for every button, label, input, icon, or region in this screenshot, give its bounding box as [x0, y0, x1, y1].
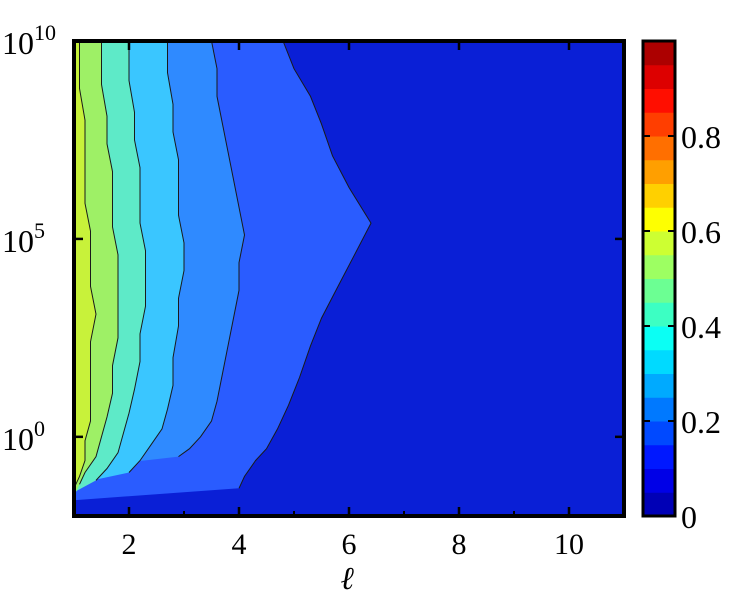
plot-area — [72, 39, 626, 518]
colorbar-band — [643, 64, 675, 89]
y-tick-label: 105 — [2, 218, 45, 259]
x-tick-label: 4 — [232, 528, 247, 561]
colorbar-tick-label: 0.6 — [681, 214, 721, 250]
y-tick-label: 1010 — [2, 20, 56, 61]
contour-line-0.5 — [79, 41, 119, 485]
colorbar-band — [643, 397, 675, 422]
colorbar-band — [643, 302, 675, 327]
x-tick-label: 10 — [554, 528, 584, 561]
y-axis: 100 105 1010 — [2, 20, 624, 457]
colorbar-band — [643, 159, 675, 184]
colorbar-band — [643, 136, 675, 161]
x-tick-label: 2 — [122, 528, 137, 561]
colorbar-tick-label: 0 — [681, 499, 697, 535]
contour-line-0.3 — [128, 41, 185, 473]
contour-line-0.4 — [95, 41, 146, 481]
x-tick-label: 8 — [452, 528, 467, 561]
colorbar-band — [643, 183, 675, 208]
contour-line-0.1 — [238, 41, 372, 489]
colorbar-band — [643, 112, 675, 137]
colorbar: 0 0.2 0.4 0.6 0.8 — [641, 39, 721, 535]
colorbar-ticks: 0 0.2 0.4 0.6 0.8 — [643, 119, 721, 535]
colorbar-band — [643, 326, 675, 351]
contour-lines — [74, 41, 372, 489]
colorbar-frame — [641, 39, 677, 518]
colorbar-band — [643, 41, 675, 66]
colorbar-band — [643, 492, 675, 517]
contour-line-0.55 — [74, 41, 97, 489]
contour-fills — [74, 41, 371, 501]
colorbar-tick-label: 0.2 — [681, 404, 721, 440]
colorbar-band — [643, 421, 675, 446]
colorbar-band — [643, 444, 675, 469]
colorbar-band — [643, 207, 675, 232]
x-axis-label: ℓ — [340, 559, 354, 596]
contour-line-0.2 — [178, 41, 246, 458]
colorbar-band — [643, 468, 675, 493]
colorbar-bands — [643, 41, 675, 517]
colorbar-tick-label: 0.8 — [681, 119, 721, 155]
colorbar-band — [643, 278, 675, 303]
colorbar-band — [643, 231, 675, 256]
colorbar-band — [643, 254, 675, 279]
x-tick-label: 6 — [342, 528, 357, 561]
colorbar-band — [643, 373, 675, 398]
y-tick-label: 100 — [2, 416, 45, 457]
x-axis: 2 4 6 8 10 — [73, 41, 625, 561]
colorbar-band — [643, 349, 675, 374]
colorbar-band — [643, 88, 675, 113]
colorbar-tick-label: 0.4 — [681, 309, 721, 345]
